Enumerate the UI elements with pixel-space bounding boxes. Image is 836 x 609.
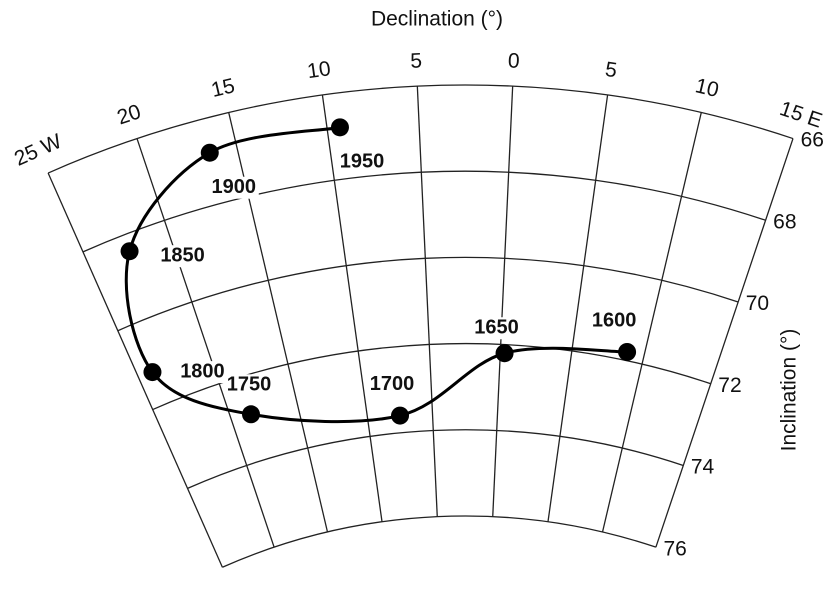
inclination-grid-arc [222, 515, 657, 568]
data-point [495, 344, 514, 363]
declination-grid-line [601, 112, 702, 533]
y-tick-label: 76 [663, 537, 686, 560]
data-point [391, 406, 410, 425]
label-background [471, 317, 522, 340]
data-point [200, 143, 219, 162]
inclination-grid-arc [47, 84, 794, 174]
x-tick-label: 10 [693, 74, 721, 102]
y-axis-title: Inclination (°) [778, 329, 801, 452]
x-tick-label: 15 E [777, 97, 825, 133]
data-point [330, 118, 349, 137]
year-label: 1750 [227, 374, 272, 396]
data-point [120, 242, 139, 261]
x-tick-label: 25 W [11, 130, 65, 171]
secular-variation-curve [124, 125, 628, 424]
inclination-grid-arc [117, 256, 739, 332]
x-tick-label: 10 [306, 57, 332, 83]
label-background [336, 151, 387, 174]
inclination-grid-arc [187, 429, 684, 489]
y-tick-label: 72 [718, 374, 741, 397]
declination-grid-line [321, 94, 383, 522]
declination-grid-line [136, 138, 275, 548]
declination-grid-line [492, 86, 514, 517]
x-tick-label: 15 [209, 74, 237, 102]
label-background [177, 361, 228, 384]
label-background [208, 176, 259, 199]
x-tick-label: 5 [410, 49, 423, 73]
y-tick-label: 66 [801, 129, 824, 152]
y-tick-label: 68 [773, 210, 796, 233]
x-tick-label: 0 [507, 49, 520, 73]
declination-grid-line [47, 172, 223, 568]
declination-grid-line [655, 138, 794, 548]
year-label: 1600 [592, 309, 637, 331]
year-label: 1900 [212, 176, 257, 198]
declination-grid-line [547, 94, 609, 522]
label-background [224, 374, 275, 397]
label-background [367, 373, 418, 396]
label-background [589, 309, 640, 332]
year-label: 1950 [340, 151, 385, 173]
x-tick-label: 20 [114, 100, 143, 129]
declination-grid-line [416, 86, 438, 517]
inclination-grid-arc [82, 170, 766, 253]
data-point [618, 342, 637, 361]
grid [47, 84, 794, 568]
y-tick-label: 74 [691, 456, 715, 479]
data-point [242, 405, 261, 424]
year-label: 1850 [160, 244, 205, 266]
x-tick-label: 5 [604, 58, 619, 82]
year-label: 1800 [180, 360, 225, 382]
data-point [143, 363, 162, 382]
y-tick-label: 70 [746, 292, 769, 315]
x-axis-title: Declination (°) [371, 8, 503, 31]
year-label: 1650 [474, 317, 519, 339]
year-label: 1700 [370, 373, 415, 395]
label-background [157, 245, 208, 268]
